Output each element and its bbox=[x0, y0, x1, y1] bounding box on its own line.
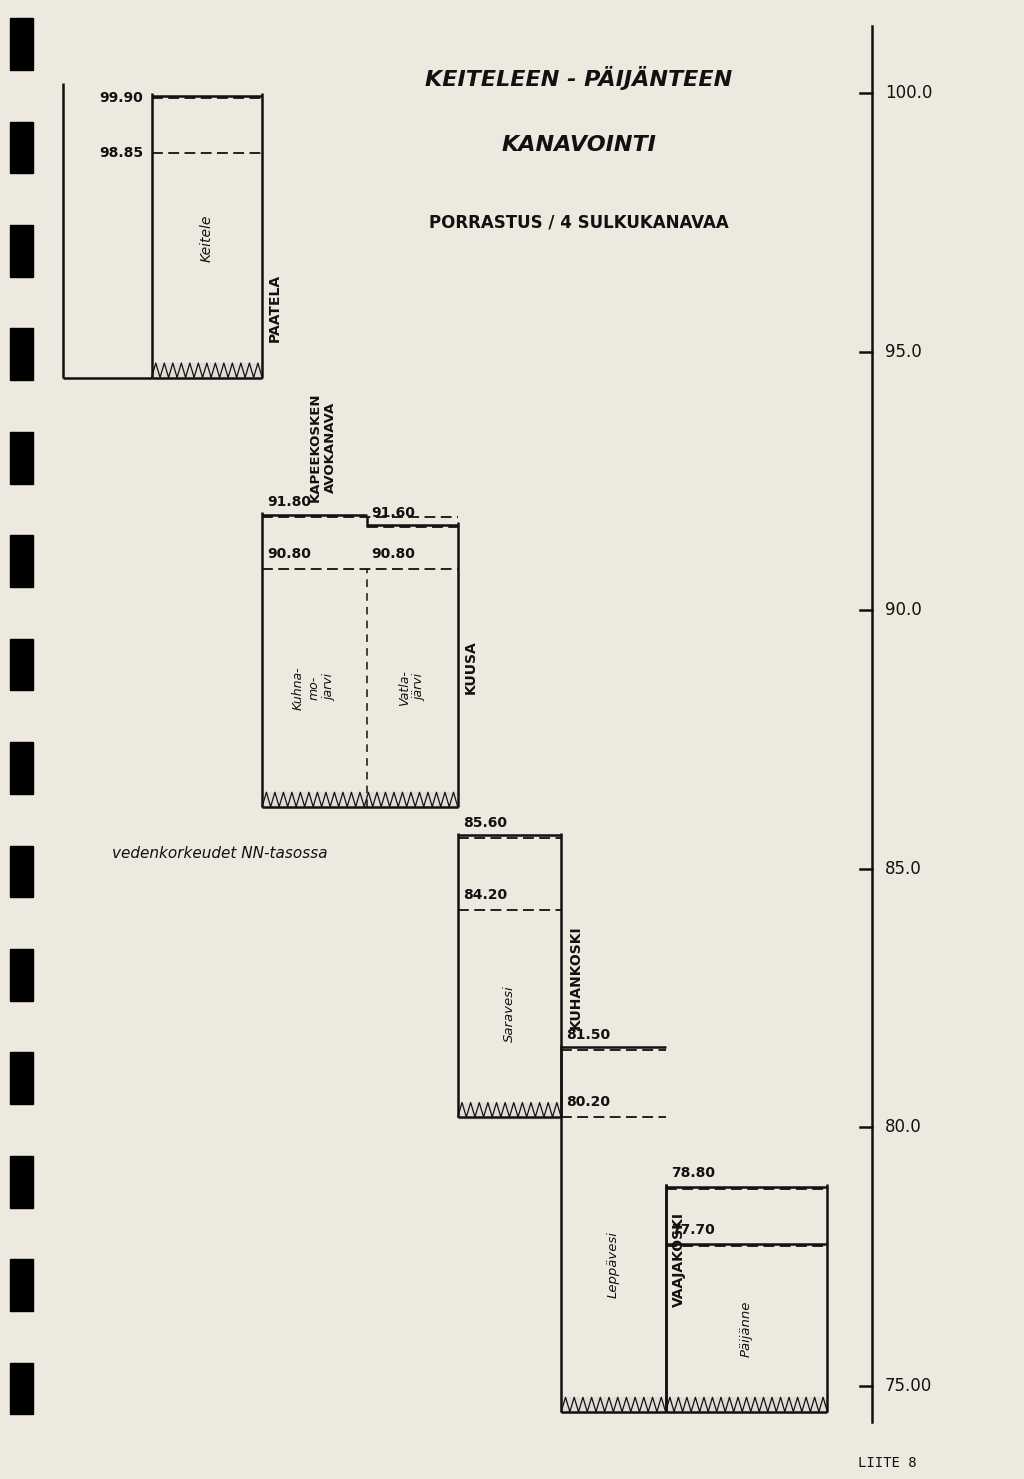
Text: 85.60: 85.60 bbox=[463, 816, 507, 830]
Text: Kuhna-
mo-
jarvi: Kuhna- mo- jarvi bbox=[292, 666, 337, 710]
Bar bbox=[10, 18, 33, 70]
Text: 75.00: 75.00 bbox=[885, 1377, 932, 1395]
Bar bbox=[262, 793, 458, 809]
Text: KAPEEKOSKEN
AVOKANAVA: KAPEEKOSKEN AVOKANAVA bbox=[308, 392, 337, 501]
Text: Leppävesi: Leppävesi bbox=[607, 1231, 620, 1299]
Text: 91.60: 91.60 bbox=[372, 506, 416, 519]
Text: 80.0: 80.0 bbox=[885, 1118, 922, 1136]
Text: 77.70: 77.70 bbox=[671, 1223, 715, 1236]
Bar bbox=[10, 639, 33, 691]
Text: 80.20: 80.20 bbox=[566, 1096, 610, 1109]
Bar bbox=[10, 1155, 33, 1207]
Text: 90.80: 90.80 bbox=[267, 547, 311, 561]
Bar bbox=[10, 1362, 33, 1414]
Bar bbox=[10, 1259, 33, 1310]
Text: Saravesi: Saravesi bbox=[503, 985, 516, 1041]
Bar bbox=[10, 121, 33, 173]
Text: PAATELA: PAATELA bbox=[267, 274, 282, 342]
Bar bbox=[10, 846, 33, 898]
Text: PORRASTUS / 4 SULKUKANAVAA: PORRASTUS / 4 SULKUKANAVAA bbox=[429, 213, 728, 231]
Bar bbox=[458, 1102, 561, 1120]
Bar bbox=[561, 1398, 666, 1414]
Bar bbox=[10, 950, 33, 1001]
Text: 90.0: 90.0 bbox=[885, 602, 922, 620]
Text: Keitele: Keitele bbox=[200, 214, 214, 262]
Text: 98.85: 98.85 bbox=[99, 145, 143, 160]
Text: 85.0: 85.0 bbox=[885, 859, 922, 877]
Text: LIITE 8: LIITE 8 bbox=[858, 1457, 916, 1470]
Bar bbox=[666, 1398, 827, 1414]
Bar bbox=[10, 535, 33, 587]
Text: KUUSA: KUUSA bbox=[464, 640, 478, 694]
Text: VAAJAKOSKI: VAAJAKOSKI bbox=[672, 1211, 686, 1307]
Text: 81.50: 81.50 bbox=[566, 1028, 610, 1043]
Text: 78.80: 78.80 bbox=[671, 1165, 715, 1180]
Text: 91.80: 91.80 bbox=[267, 495, 311, 509]
Bar bbox=[10, 328, 33, 380]
Bar bbox=[10, 225, 33, 277]
Text: 95.0: 95.0 bbox=[885, 343, 922, 361]
Bar bbox=[10, 742, 33, 794]
Text: 90.80: 90.80 bbox=[372, 547, 416, 561]
Text: KEITELEEN - PÄIJÄNTEEN: KEITELEEN - PÄIJÄNTEEN bbox=[425, 65, 732, 90]
Text: 84.20: 84.20 bbox=[463, 889, 507, 902]
Bar bbox=[152, 362, 262, 380]
Text: KANAVOINTI: KANAVOINTI bbox=[501, 135, 656, 155]
Text: vedenkorkeudet NN-tasossa: vedenkorkeudet NN-tasossa bbox=[113, 846, 328, 861]
Text: 100.0: 100.0 bbox=[885, 84, 932, 102]
Bar bbox=[10, 1053, 33, 1105]
Text: Vatla-
järvi: Vatla- järvi bbox=[397, 670, 427, 705]
Text: KUHANKOSKI: KUHANKOSKI bbox=[568, 926, 583, 1029]
Text: Päijänne: Päijänne bbox=[740, 1302, 753, 1358]
Text: 99.90: 99.90 bbox=[99, 92, 143, 105]
Bar bbox=[10, 432, 33, 484]
